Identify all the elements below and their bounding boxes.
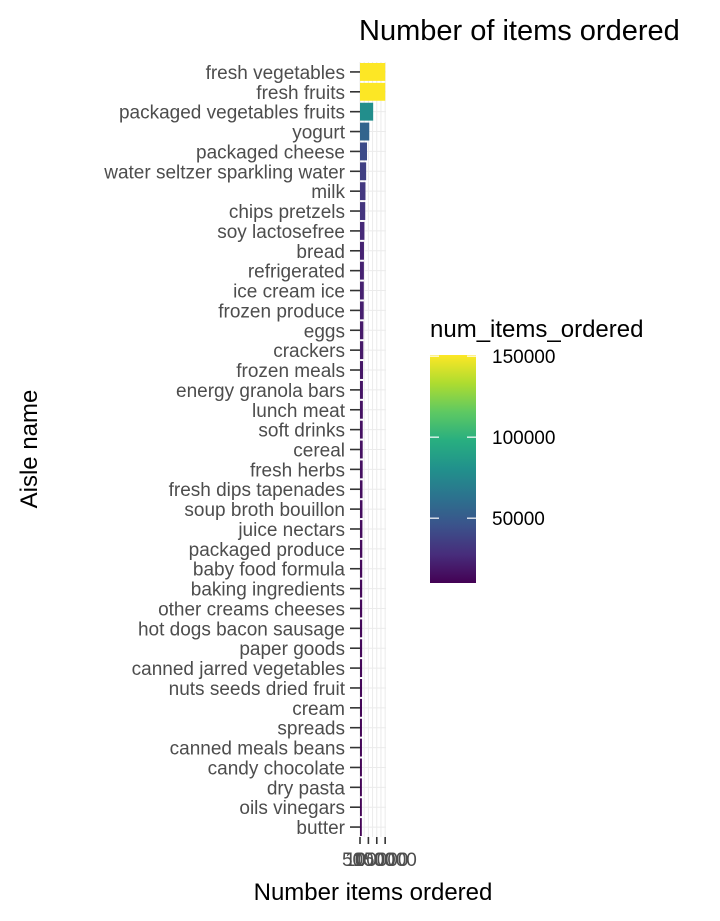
legend-tick-label: 150000: [492, 347, 555, 368]
bar: [360, 818, 362, 837]
y-tick-label: fresh fruits: [256, 83, 345, 104]
y-tick-label: lunch meat: [252, 401, 346, 422]
bar: [360, 798, 362, 817]
y-tick-label: packaged produce: [189, 540, 345, 561]
chart-title: Number of items ordered: [359, 15, 680, 47]
bar: [360, 778, 362, 797]
bar: [360, 102, 374, 121]
y-tick-label: yogurt: [292, 123, 346, 144]
bar: [360, 380, 363, 399]
y-tick-label: frozen meals: [236, 361, 345, 382]
bar: [360, 659, 363, 678]
plot-bars: [360, 62, 386, 837]
y-tick-label: chips pretzels: [229, 202, 345, 223]
y-tick-label: other creams cheeses: [158, 599, 345, 620]
y-tick-label: crackers: [273, 341, 345, 362]
bar: [360, 758, 362, 777]
bar: [360, 599, 363, 618]
bar: [360, 122, 370, 141]
bar: [360, 202, 366, 220]
y-tick-label: packaged vegetables fruits: [119, 103, 345, 124]
bar: [360, 520, 363, 538]
y-tick-label: canned meals beans: [170, 739, 345, 760]
legend-colorbar: [430, 355, 476, 583]
bar: [360, 182, 366, 201]
y-tick-label: hot dogs bacon sausage: [138, 619, 345, 640]
plot-grid: [359, 62, 386, 837]
bar: [360, 440, 363, 459]
bar: [360, 619, 363, 638]
y-tick-label: spreads: [277, 719, 345, 740]
y-tick-label: paper goods: [239, 639, 345, 660]
y-tick-label: fresh herbs: [250, 460, 345, 481]
legend-tick-label: 50000: [492, 509, 545, 530]
bar: [360, 718, 362, 737]
bar: [360, 500, 363, 519]
bar: [360, 162, 367, 181]
bar: [360, 539, 363, 558]
bar: [360, 241, 364, 260]
bar: [360, 142, 367, 161]
x-axis-label: Number items ordered: [254, 879, 493, 906]
y-tick-label: nuts seeds dried fruit: [169, 679, 346, 700]
bar: [360, 420, 363, 439]
bar: [360, 559, 363, 578]
y-tick-label: fresh dips tapenades: [169, 480, 345, 501]
y-axis-label: Aisle name: [16, 390, 43, 509]
y-tick-label: bread: [296, 242, 345, 263]
legend: num_items_ordered 50000 100000 150000: [430, 316, 643, 583]
y-tick-label: oils vinegars: [239, 798, 345, 819]
bar: [360, 400, 363, 419]
bar: [360, 221, 365, 240]
y-tick-label: packaged cheese: [196, 142, 345, 163]
x-tick-label: 50000: [342, 850, 395, 871]
y-tick-label: cream: [292, 699, 345, 720]
y-tick-label: candy chocolate: [208, 758, 345, 779]
bar: [360, 361, 364, 379]
bar: [360, 738, 362, 757]
y-tick-label: fresh vegetables: [206, 63, 345, 84]
y-tick-label: frozen produce: [218, 301, 345, 322]
bar: [360, 321, 364, 340]
y-tick-label: juice nectars: [237, 520, 345, 541]
y-tick-label: canned jarred vegetables: [132, 659, 345, 680]
y-tick-label: refrigerated: [248, 262, 345, 283]
bar: [360, 480, 363, 499]
bar: [360, 82, 386, 101]
bar: [360, 261, 364, 280]
x-tick-label: 0: [355, 850, 366, 871]
y-tick-label: water seltzer sparkling water: [103, 162, 345, 183]
y-tick-label: cereal: [293, 441, 345, 462]
y-tick-label: baby food formula: [193, 560, 346, 581]
y-tick-label: dry pasta: [267, 778, 346, 799]
y-tick-label: eggs: [304, 321, 345, 342]
y-tick-label: energy granola bars: [176, 381, 345, 402]
bar: [360, 301, 364, 320]
y-tick-label: ice cream ice: [233, 282, 345, 303]
y-tick-label: soy lactosefree: [217, 222, 345, 243]
bar: [360, 341, 364, 360]
x-tick-label: 150000: [353, 850, 416, 871]
y-tick-label: butter: [296, 818, 345, 839]
y-tick-label: milk: [311, 182, 345, 203]
y-tick-label: baking ingredients: [191, 580, 345, 601]
y-tick-label: soup broth bouillon: [184, 500, 345, 521]
x-tick-label: 100000: [345, 850, 408, 871]
bar: [360, 62, 386, 81]
bar: [360, 698, 363, 717]
legend-tick-label: 100000: [492, 428, 555, 449]
bar: [360, 281, 364, 300]
legend-title: num_items_ordered: [430, 316, 643, 343]
bar: [360, 579, 363, 598]
bar: [360, 460, 363, 479]
bar: [360, 679, 363, 697]
y-tick-label: soft drinks: [258, 421, 345, 442]
bar: [360, 639, 363, 658]
legend-ticks: 50000 100000 150000: [430, 347, 555, 530]
